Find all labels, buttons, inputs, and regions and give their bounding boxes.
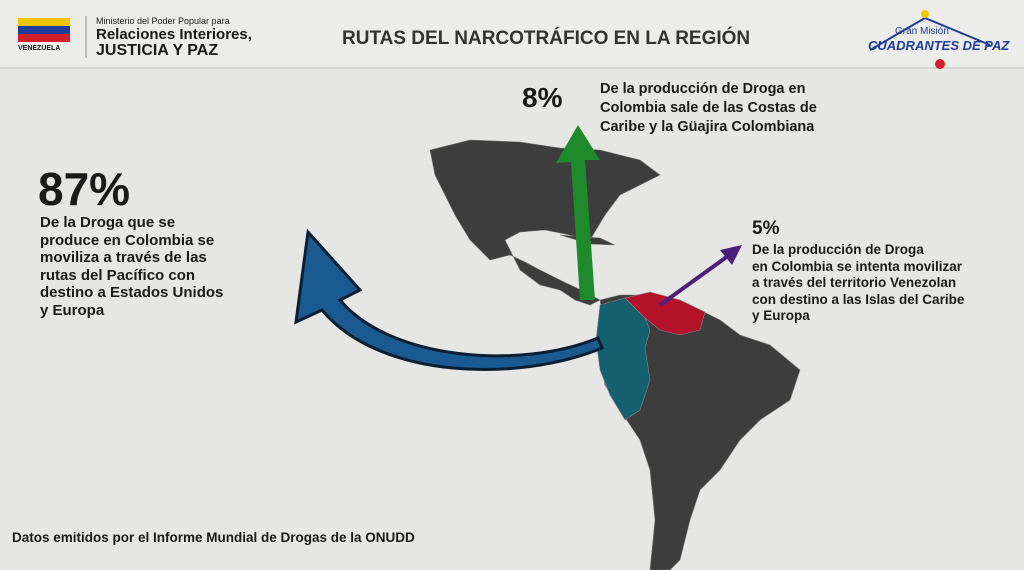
header-band — [0, 0, 1024, 68]
stat-line: y Europa — [40, 301, 105, 319]
stat-line: rutas del Pacífico con — [40, 266, 196, 284]
arrow-caribbean-shaft — [658, 254, 730, 307]
venezuela — [624, 291, 706, 336]
stat-line: De la producción de Droga en — [600, 81, 806, 97]
page-title: RUTAS DEL NARCOTRÁFICO EN LA REGIÓN — [342, 28, 751, 49]
footer-note: Datos emitidos por el Informe Mundial de… — [12, 530, 415, 545]
flag-caption: VENEZUELA — [18, 45, 61, 52]
colombia-peru — [595, 297, 651, 421]
ministry-line: JUSTICIA Y PAZ — [96, 42, 219, 59]
mission-star — [921, 10, 929, 18]
stat-percent: 5% — [752, 218, 780, 239]
stat-line: Colombia sale de las Costas de — [600, 100, 817, 116]
arrow-caribbean-head — [720, 245, 742, 265]
stat-text: De la Droga que se produce en Colombia se… — [40, 214, 223, 319]
stat-text: De la producción de Droga en Colombia se … — [752, 242, 964, 325]
stat-text: De la producción de Droga en Colombia sal… — [600, 80, 817, 137]
stat-line: moviliza a través de las — [40, 249, 207, 266]
arrow-north — [556, 125, 600, 300]
stat-line: en Colombia se intenta movilizar — [752, 258, 963, 274]
stat-line: Caribe y la Güajira Colombiana — [600, 119, 815, 135]
stat-line: y Europa — [752, 308, 810, 323]
mission-line: CUADRANTES DE PAZ — [868, 38, 1010, 53]
stat-percent: 87% — [38, 163, 131, 215]
arrow-pacific — [294, 228, 604, 371]
mission-pin — [935, 59, 945, 69]
mission-line: Gran Misión — [895, 26, 949, 37]
stat-line: De la Droga que se — [40, 214, 176, 231]
stat-line: produce en Colombia se — [40, 231, 215, 249]
stat-line: con destino a las Islas del Caribe — [752, 291, 965, 307]
stat-line: a través del territorio Venezolan — [752, 275, 957, 290]
stat-percent: 8% — [522, 82, 563, 113]
ministry-line: Relaciones Interiores, — [96, 26, 252, 43]
stat-line: De la producción de Droga — [752, 242, 924, 257]
stat-line: destino a Estados Unidos — [40, 284, 224, 301]
ministry-line: Ministerio del Poder Popular para — [96, 16, 230, 26]
flag — [18, 18, 70, 42]
